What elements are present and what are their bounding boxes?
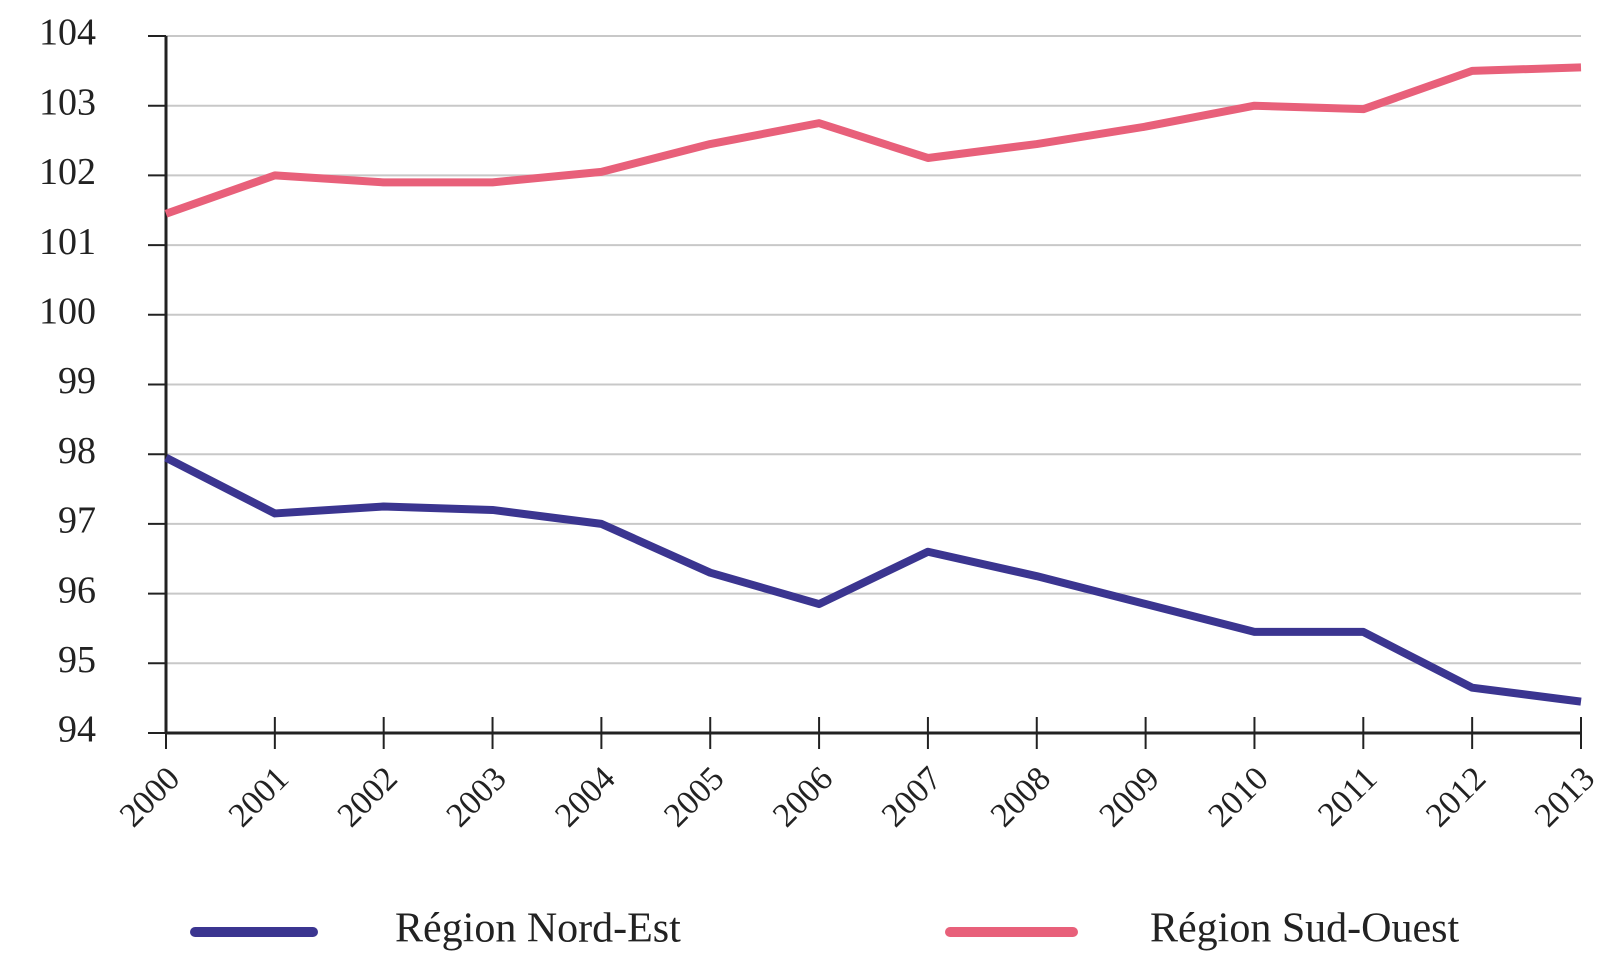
x-tick-label: 2011 — [1311, 760, 1384, 833]
series-line — [164, 63, 1582, 218]
x-tick-label: 2004 — [548, 760, 622, 834]
y-tick-label: 98 — [58, 430, 96, 472]
y-tick-label: 95 — [58, 639, 96, 681]
y-tick-label: 104 — [39, 12, 96, 54]
x-tick-label: 2005 — [657, 760, 731, 834]
y-tick-label: 100 — [39, 291, 96, 333]
x-tick-label: 2007 — [875, 760, 949, 834]
x-tick-label: 2002 — [331, 760, 405, 834]
x-tick-label: 2010 — [1201, 760, 1275, 834]
series-line — [164, 454, 1582, 706]
y-tick-label: 94 — [58, 709, 96, 751]
legend-label: Région Nord-Est — [395, 906, 681, 952]
y-tick-label: 101 — [39, 221, 96, 263]
y-tick-label: 102 — [39, 151, 96, 193]
y-tick-label: 99 — [58, 360, 96, 402]
y-tick-label: 103 — [39, 81, 96, 123]
x-tick-label: 2008 — [984, 760, 1058, 834]
y-tick-label: 97 — [58, 500, 96, 542]
y-tick-label: 96 — [58, 569, 96, 611]
x-tick-label: 2009 — [1093, 760, 1167, 834]
legend-label: Région Sud-Ouest — [1150, 906, 1459, 952]
x-tick-label: 2001 — [222, 760, 296, 834]
x-tick-label: 2000 — [113, 760, 187, 834]
x-tick-label: 2012 — [1419, 760, 1493, 834]
x-tick-label: 2003 — [439, 760, 513, 834]
x-tick-label: 2006 — [766, 760, 840, 834]
x-tick-label: 2013 — [1528, 760, 1602, 834]
